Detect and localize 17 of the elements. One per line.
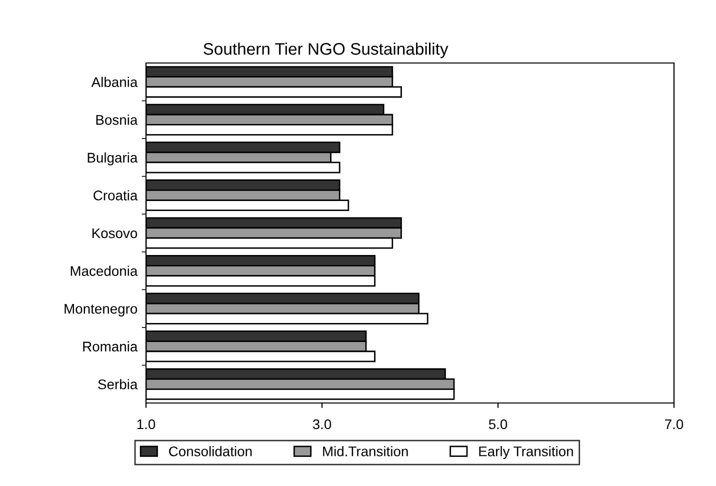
legend-label: Consolidation xyxy=(169,446,252,456)
y-tick-label: Romania xyxy=(83,341,138,352)
legend-label: Mid.Transition xyxy=(323,446,408,456)
x-tick-label: 3.0 xyxy=(312,419,332,430)
y-tick-label: Macedonia xyxy=(70,266,138,276)
y-tick-label: Bulgaria xyxy=(88,152,138,166)
x-tick-label: 5.0 xyxy=(488,419,508,430)
y-tick-label: Bosnia xyxy=(96,114,138,125)
y-tick-label: Albania xyxy=(91,76,138,88)
legend-label: Early Transition xyxy=(479,446,573,460)
y-tick-label: Montenegro xyxy=(64,304,138,316)
x-tick-label: 1.0 xyxy=(137,419,156,430)
y-tick-label: Serbia xyxy=(98,379,138,390)
y-tick-label: Kosovo xyxy=(92,228,138,238)
chart-title: Southern Tier NGO Sustainability xyxy=(204,42,448,58)
x-tick-label: 7.0 xyxy=(665,419,684,430)
y-tick-label: Croatia xyxy=(94,190,138,200)
